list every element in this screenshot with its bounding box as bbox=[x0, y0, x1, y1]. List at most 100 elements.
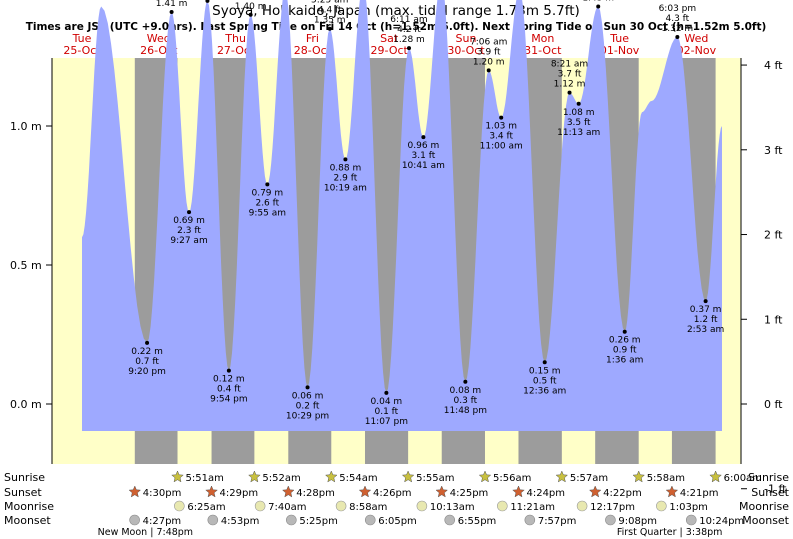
row-label-left: Sunset bbox=[4, 486, 42, 499]
left-tick-label: 1.0 m bbox=[10, 120, 42, 133]
tide-time-label: 6:03 pm bbox=[659, 4, 697, 14]
sunrise-icon bbox=[709, 470, 722, 483]
tide-m-label: 0.96 m bbox=[408, 141, 440, 151]
tide-time-label: 10:19 am bbox=[324, 183, 367, 193]
tide-ft-label: 1.2 ft bbox=[694, 315, 718, 325]
row-label-right: Moonset bbox=[742, 514, 789, 527]
sunset-icon bbox=[358, 485, 372, 498]
sunrise-icon bbox=[555, 470, 569, 483]
sunrise-icon bbox=[324, 470, 338, 483]
moon-phase-label: New Moon | 7:48pm bbox=[98, 527, 193, 538]
event-time: 5:52am bbox=[262, 473, 300, 484]
event-time: 8:58am bbox=[349, 502, 387, 513]
tide-time-label: 11:48 pm bbox=[444, 406, 487, 416]
tide-m-label: 1.40 m bbox=[235, 2, 267, 12]
moonset-icon bbox=[685, 514, 697, 526]
tide-point bbox=[384, 390, 389, 395]
sunset-icon bbox=[665, 485, 679, 498]
tide-ft-label: 3.4 ft bbox=[489, 132, 513, 142]
tide-m-label: 0.22 m bbox=[131, 347, 163, 357]
tide-m-label: 0.04 m bbox=[371, 397, 403, 407]
event-time: 5:55am bbox=[416, 473, 454, 484]
sunrise-icon bbox=[248, 470, 261, 483]
tide-point bbox=[343, 157, 348, 162]
tide-time-label: 2:53 am bbox=[687, 325, 724, 335]
moonrise-icon bbox=[656, 500, 667, 512]
moonset-icon bbox=[207, 514, 219, 526]
event-time: 6:25am bbox=[187, 502, 225, 513]
right-tick-label: 4 ft bbox=[764, 59, 783, 72]
sun-moon-table: Sunrise Sunrise 5:51am 5:52am 5:54am 5:55am 5:… bbox=[4, 470, 790, 538]
moonset-icon bbox=[524, 514, 536, 526]
row-label-left: Moonset bbox=[4, 514, 51, 527]
day-name: Mon bbox=[531, 32, 554, 45]
tide-ft-label: 0.7 ft bbox=[135, 357, 159, 367]
tide-m-label: 1.20 m bbox=[473, 57, 505, 67]
day-name: Fri bbox=[306, 32, 319, 45]
event-time: 4:30pm bbox=[143, 488, 182, 499]
event-time: 4:27pm bbox=[143, 516, 182, 527]
tide-ft-label: 0.2 ft bbox=[296, 401, 320, 411]
tide-ft-label: 4.6 ft bbox=[239, 0, 263, 2]
tide-time-label: 12:36 am bbox=[523, 386, 566, 396]
tide-point bbox=[542, 360, 547, 365]
event-time: 11:21am bbox=[510, 502, 555, 513]
tide-m-label: 0.12 m bbox=[213, 375, 245, 385]
day-date: 25-Oct bbox=[63, 44, 101, 57]
sunset-icon bbox=[205, 485, 218, 498]
day-name: Thu bbox=[224, 32, 246, 45]
tide-m-label: 0.06 m bbox=[292, 391, 324, 401]
tide-m-label: 1.35 m bbox=[314, 16, 346, 26]
event-time: 9:08pm bbox=[618, 516, 657, 527]
day-date: 01-Nov bbox=[600, 44, 640, 57]
event-time: 4:25pm bbox=[450, 488, 489, 499]
tide-time-label: 10:29 pm bbox=[286, 411, 329, 421]
left-axis-bg bbox=[0, 58, 52, 464]
event-time: 5:51am bbox=[186, 473, 224, 484]
tide-ft-label: 2.6 ft bbox=[255, 198, 279, 208]
tide-m-label: 1.12 m bbox=[554, 80, 586, 90]
moonset-icon bbox=[364, 514, 376, 526]
tide-point bbox=[145, 340, 150, 345]
event-time: 4:21pm bbox=[680, 488, 719, 499]
chart-title: Syoya, Hokkaido, Japan (max. tidal range… bbox=[212, 3, 580, 19]
tide-time-label: 8:21 am bbox=[551, 60, 588, 70]
row-label-right: Moonrise bbox=[739, 500, 789, 513]
row-label-left: Sunrise bbox=[4, 471, 45, 484]
event-time: 5:58am bbox=[647, 473, 685, 484]
tide-m-label: 0.79 m bbox=[251, 188, 283, 198]
sunset-icon bbox=[128, 485, 142, 498]
right-tick-label: -1 ft bbox=[764, 483, 787, 496]
tide-point bbox=[596, 4, 601, 9]
event-time: 6:55pm bbox=[458, 516, 497, 527]
tide-point bbox=[265, 182, 270, 187]
tide-time-label: 9:55 am bbox=[249, 208, 286, 218]
sunrise-icon bbox=[401, 470, 415, 483]
event-time: 1:03pm bbox=[669, 502, 708, 513]
tide-ft-label: 4.2 ft bbox=[397, 25, 421, 35]
tide-time-label: 1:36 am bbox=[606, 356, 643, 366]
day-date: 27-Oct bbox=[217, 44, 255, 57]
day-name: Tue bbox=[72, 32, 92, 45]
tide-m-label: 1.43 m bbox=[582, 0, 614, 3]
moonset-icon bbox=[286, 514, 297, 526]
day-name: Wed bbox=[684, 32, 708, 45]
tide-time-label: 10:41 am bbox=[402, 161, 445, 171]
tide-ft-label: 0.1 ft bbox=[375, 407, 399, 417]
event-time: 4:22pm bbox=[603, 488, 642, 499]
tide-point bbox=[703, 299, 708, 304]
moonset-icon bbox=[129, 514, 140, 526]
row-label-right: Sunset bbox=[751, 486, 789, 499]
sunrise-icon bbox=[171, 470, 184, 483]
tide-time-label: 5:25 am bbox=[311, 0, 348, 6]
tide-time-label: 11:07 pm bbox=[365, 417, 408, 427]
event-time: 4:24pm bbox=[526, 488, 565, 499]
right-tick-label: 3 ft bbox=[764, 144, 783, 157]
moonrise-icon bbox=[174, 500, 185, 512]
left-tick-label: 0.0 m bbox=[10, 398, 42, 411]
sunrise-icon bbox=[478, 470, 492, 483]
event-time: 4:26pm bbox=[373, 488, 412, 499]
day-name: Sun bbox=[456, 32, 477, 45]
tide-m-label: 1.28 m bbox=[393, 35, 425, 45]
tide-time-label: 9:27 am bbox=[170, 236, 207, 246]
